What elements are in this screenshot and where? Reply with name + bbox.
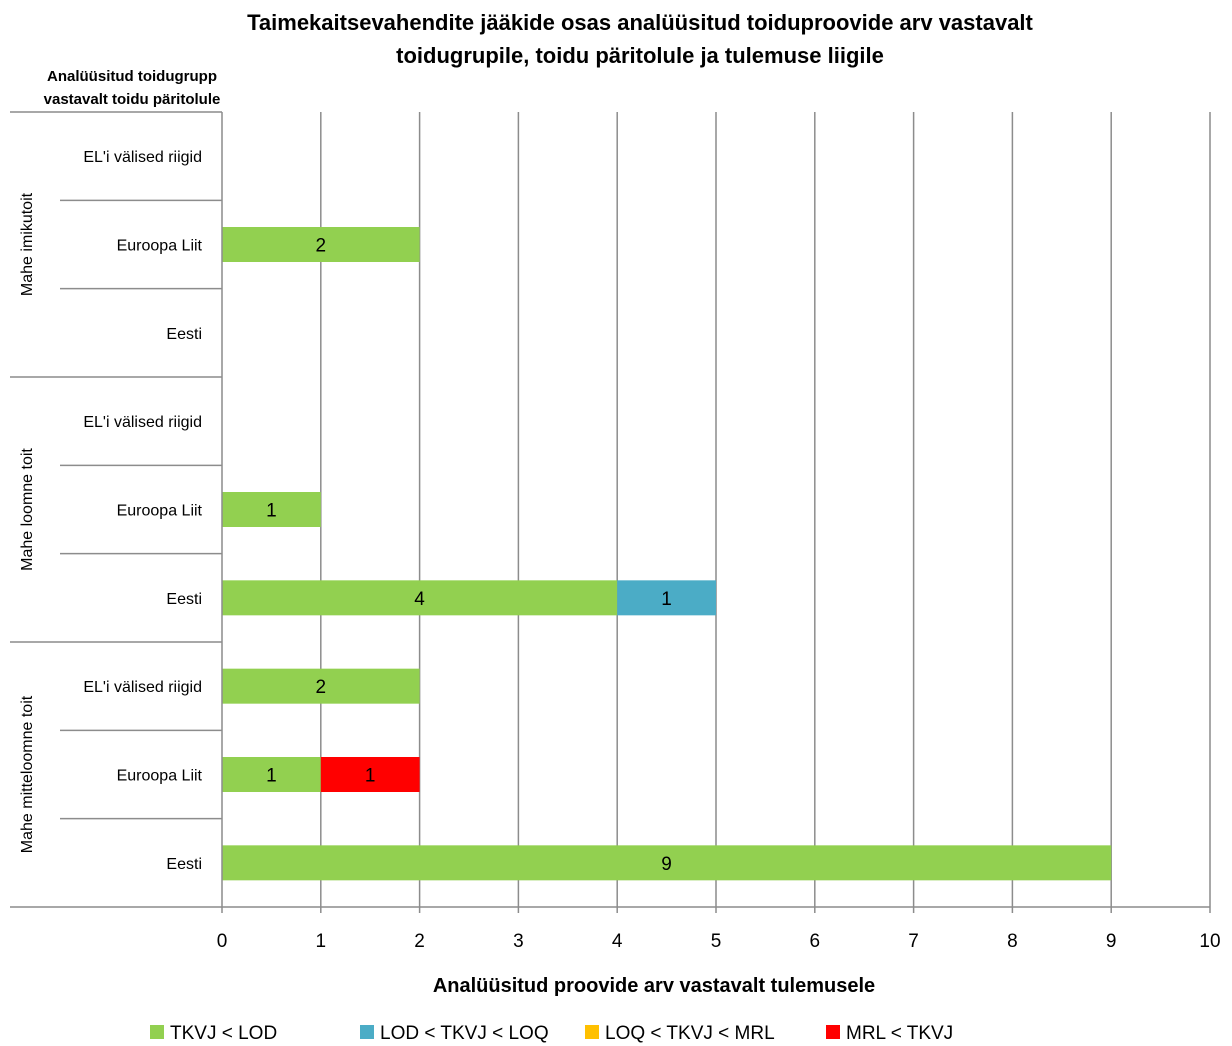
group-label: Mahe imikutoit: [19, 192, 36, 296]
x-tick-label: 8: [1007, 931, 1018, 952]
x-tick-label: 0: [217, 931, 228, 952]
category-label: Eesti: [166, 326, 202, 343]
x-tick-label: 4: [612, 931, 623, 952]
x-tick-labels: 0 1 2 3 4 5 6 7 8 9 10: [217, 931, 1221, 952]
gridlines: [320, 112, 1211, 907]
bars: [222, 227, 1112, 881]
x-tick-label: 10: [1199, 931, 1220, 952]
bar-segment: [222, 668, 420, 704]
data-label: 1: [365, 766, 376, 787]
category-label: EL'i välised riigid: [83, 679, 202, 696]
category-label: Euroopa Liit: [117, 238, 203, 255]
x-axis-title: Analüüsitud proovide arv vastavalt tulem…: [433, 975, 875, 997]
category-label: EL'i välised riigid: [83, 149, 202, 166]
data-label: 1: [661, 589, 672, 610]
bar-segment: [320, 757, 420, 792]
data-label: 1: [266, 766, 277, 787]
legend-swatch: [360, 1025, 374, 1039]
y-axis-title-line-2: vastavalt toidu päritolule: [44, 91, 221, 108]
bar-segment: [222, 757, 321, 792]
group-label: Mahe loomne toit: [19, 448, 36, 571]
bar-segment: [617, 580, 716, 616]
category-label: Euroopa Liit: [117, 768, 203, 785]
bar-segment: [222, 845, 1112, 881]
y-axis-title-line-1: Analüüsitud toidugrupp: [47, 68, 217, 85]
axes: [10, 111, 1211, 913]
bar-segment: [222, 580, 618, 616]
x-tick-label: 3: [513, 931, 524, 952]
x-tick-label: 9: [1106, 931, 1117, 952]
data-label: 1: [266, 501, 277, 522]
legend-label: LOQ < TKVJ < MRL: [605, 1023, 775, 1044]
chart-title-line-2: toidugrupile, toidu päritolule ja tulemu…: [396, 43, 884, 68]
group-label: Mahe mitteloomne toit: [19, 695, 36, 853]
data-label: 9: [661, 854, 672, 875]
category-labels: EL'i välised riigid Euroopa Liit Eesti Mahe…: [19, 149, 203, 873]
legend-label: MRL < TKVJ: [846, 1023, 953, 1044]
category-label: EL'i välised riigid: [83, 414, 202, 431]
legend-label: LOD < TKVJ < LOQ: [380, 1023, 549, 1044]
x-tick-label: 6: [810, 931, 821, 952]
category-label: Euroopa Liit: [117, 503, 203, 520]
legend-swatch: [585, 1025, 599, 1039]
data-label: 4: [414, 589, 425, 610]
category-label: Eesti: [166, 591, 202, 608]
x-tick-label: 5: [711, 931, 722, 952]
chart-title-line-1: Taimekaitsevahendite jääkide osas analüü…: [247, 10, 1033, 35]
x-tick-label: 7: [908, 931, 919, 952]
bar-segment: [222, 492, 321, 527]
category-label: Eesti: [166, 856, 202, 873]
bar-segment: [222, 227, 420, 262]
data-labels: 2 1 4 1 2 1 1 9: [266, 236, 672, 875]
x-tick-label: 1: [316, 931, 327, 952]
data-label: 2: [316, 236, 327, 257]
legend: TKVJ < LOD LOD < TKVJ < LOQ LOQ < TKVJ < M…: [150, 1023, 953, 1044]
data-label: 2: [316, 677, 327, 698]
legend-swatch: [150, 1025, 164, 1039]
legend-label: TKVJ < LOD: [170, 1023, 277, 1044]
x-tick-label: 2: [414, 931, 425, 952]
legend-swatch: [826, 1025, 840, 1039]
